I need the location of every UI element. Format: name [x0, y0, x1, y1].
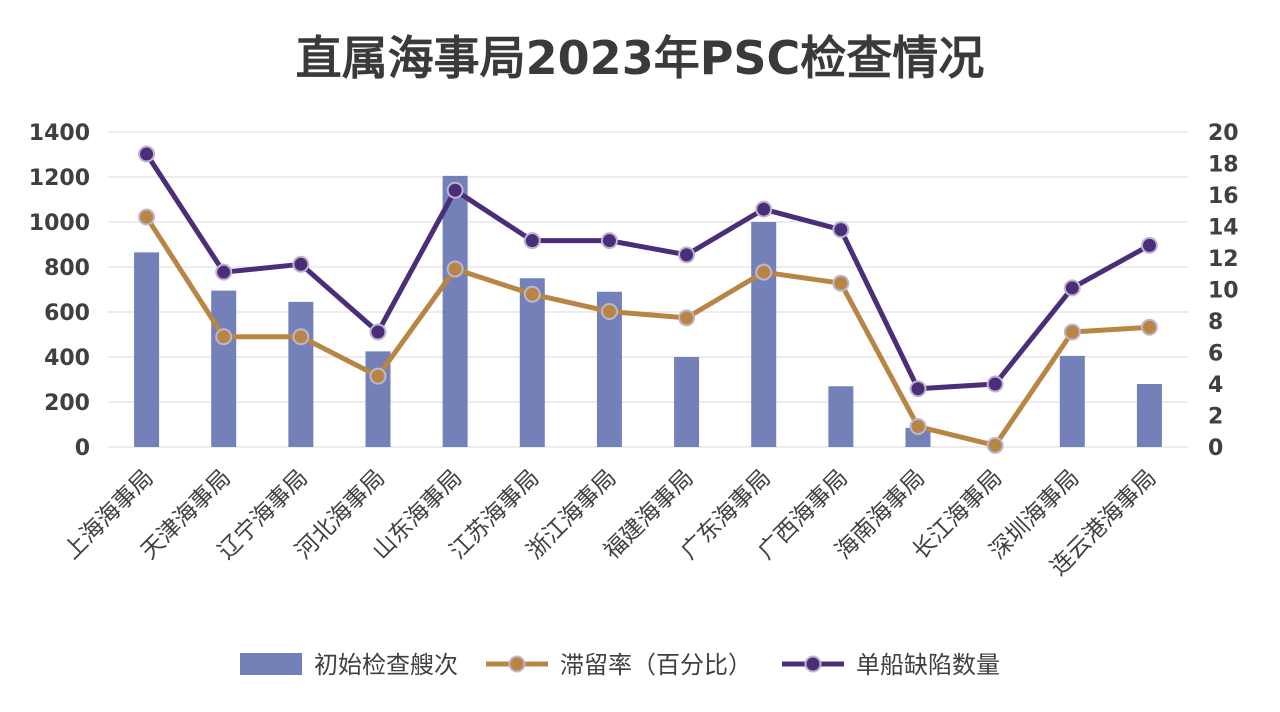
bar [1136, 384, 1162, 447]
legend-marker [804, 655, 822, 673]
bar [828, 386, 854, 447]
data-point [600, 232, 618, 250]
left-axis-tick-label: 1400 [29, 121, 90, 146]
data-point [600, 303, 618, 321]
data-point [1063, 279, 1081, 297]
legend-marker [508, 655, 526, 673]
left-axis-tick-label: 200 [44, 391, 90, 416]
chart-title: 直属海事局2023年PSC检查情况 [295, 31, 985, 85]
data-point [292, 328, 310, 346]
data-point [215, 328, 233, 346]
legend-swatch [240, 653, 302, 675]
left-axis-tick-label: 1000 [29, 211, 90, 236]
data-point [986, 375, 1004, 393]
right-axis-tick-label: 4 [1208, 373, 1223, 398]
data-point [369, 367, 387, 385]
right-axis-tick-label: 6 [1208, 342, 1223, 367]
right-axis-tick-label: 12 [1208, 247, 1239, 272]
data-point [1140, 236, 1158, 254]
legend-label: 单船缺陷数量 [856, 651, 1000, 679]
left-axis-tick-label: 400 [44, 346, 90, 371]
data-point [138, 208, 156, 226]
bar [211, 290, 237, 447]
data-point [909, 380, 927, 398]
data-point [755, 200, 773, 218]
bar [674, 357, 700, 447]
data-point [986, 436, 1004, 454]
left-axis-tick-label: 800 [44, 256, 90, 281]
left-axis-tick-label: 600 [44, 301, 90, 326]
right-axis-tick-label: 16 [1208, 184, 1239, 209]
data-point [1063, 323, 1081, 341]
data-point [292, 255, 310, 273]
right-axis-tick-label: 18 [1208, 153, 1239, 178]
bar [519, 278, 545, 447]
left-axis-tick-label: 1200 [29, 166, 90, 191]
bar [442, 175, 468, 447]
series-line [144, 215, 1150, 448]
right-axis-tick-label: 20 [1208, 121, 1239, 146]
data-point [755, 263, 773, 281]
series-line [144, 152, 1151, 392]
bar [905, 427, 931, 447]
data-point [446, 181, 464, 199]
data-point [446, 260, 464, 278]
right-axis-tick-label: 8 [1208, 310, 1223, 335]
data-point [678, 246, 696, 264]
legend-label: 滞留率（百分比） [560, 651, 752, 679]
right-axis-tick-label: 0 [1208, 436, 1223, 461]
data-point [523, 285, 541, 303]
data-point [215, 263, 233, 281]
data-point [909, 418, 927, 436]
legend-label: 初始检查艘次 [314, 651, 458, 679]
bar [751, 222, 777, 447]
data-point [832, 274, 850, 292]
bar [1059, 355, 1085, 447]
data-point [1140, 318, 1158, 336]
data-point [678, 309, 696, 327]
data-point [832, 221, 850, 239]
left-axis-tick-label: 0 [75, 436, 90, 461]
right-axis-tick-label: 14 [1208, 216, 1239, 241]
right-axis-tick-label: 2 [1208, 405, 1223, 430]
bar [134, 252, 160, 447]
data-point [523, 232, 541, 250]
right-axis-tick-label: 10 [1208, 279, 1239, 304]
data-point [138, 145, 156, 163]
data-point [369, 323, 387, 341]
bar [288, 301, 314, 447]
